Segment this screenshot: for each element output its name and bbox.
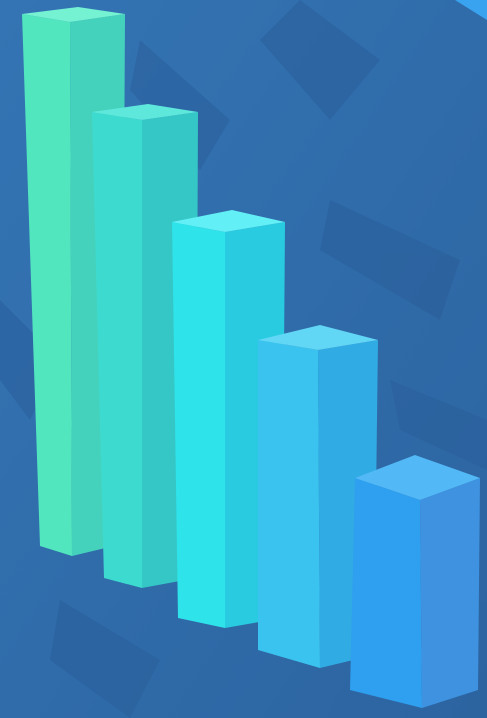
bar-front [22, 14, 72, 556]
bar-5 [350, 455, 480, 708]
bar-top [92, 104, 198, 120]
bar-3 [172, 210, 285, 628]
leaf [130, 40, 230, 170]
bar-front [172, 222, 225, 628]
bar-front [350, 478, 422, 708]
leaf [390, 380, 487, 470]
bar-top [22, 7, 125, 22]
bar-side [420, 478, 480, 708]
bar-top [172, 210, 285, 232]
bar-top [355, 455, 480, 500]
bar-front [258, 340, 320, 668]
bar-top [258, 325, 378, 350]
leaf [50, 600, 160, 718]
corner-accent [455, 0, 487, 20]
leaf [260, 0, 380, 120]
leaf [320, 200, 460, 320]
bar-front [92, 112, 142, 588]
